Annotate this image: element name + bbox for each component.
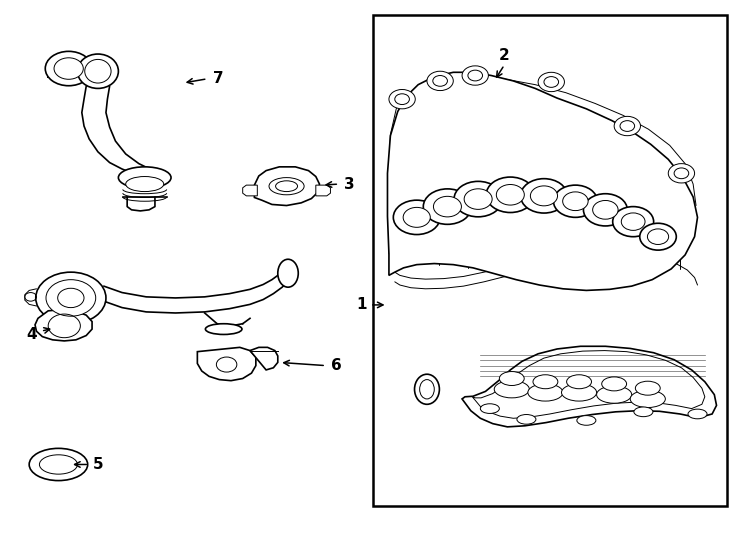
Text: 6: 6: [331, 358, 341, 373]
Ellipse shape: [275, 181, 297, 192]
Ellipse shape: [277, 259, 298, 287]
Ellipse shape: [415, 374, 440, 404]
Ellipse shape: [577, 416, 596, 426]
Circle shape: [462, 66, 488, 85]
Ellipse shape: [40, 455, 77, 474]
Ellipse shape: [602, 377, 627, 391]
Circle shape: [427, 71, 454, 91]
Ellipse shape: [562, 384, 597, 401]
Ellipse shape: [420, 380, 435, 399]
Circle shape: [553, 185, 597, 218]
Ellipse shape: [118, 167, 171, 188]
Circle shape: [464, 189, 492, 210]
Ellipse shape: [636, 381, 660, 395]
Circle shape: [613, 207, 654, 237]
Polygon shape: [250, 347, 277, 370]
Ellipse shape: [77, 54, 118, 89]
Text: 7: 7: [213, 71, 223, 86]
Ellipse shape: [499, 372, 524, 386]
Polygon shape: [255, 167, 319, 206]
Text: 3: 3: [344, 177, 355, 192]
Circle shape: [393, 200, 440, 234]
Circle shape: [592, 200, 618, 219]
Ellipse shape: [480, 404, 499, 414]
Ellipse shape: [533, 375, 558, 389]
Circle shape: [520, 179, 567, 213]
Ellipse shape: [126, 177, 164, 192]
Circle shape: [424, 189, 471, 224]
Circle shape: [674, 168, 688, 179]
Polygon shape: [472, 350, 705, 419]
Circle shape: [647, 229, 669, 245]
Ellipse shape: [688, 409, 707, 419]
Circle shape: [54, 58, 83, 79]
Ellipse shape: [494, 381, 529, 398]
Circle shape: [668, 164, 694, 183]
FancyBboxPatch shape: [373, 15, 727, 507]
Ellipse shape: [634, 407, 653, 417]
Ellipse shape: [528, 384, 563, 401]
Polygon shape: [197, 347, 256, 381]
Circle shape: [620, 120, 635, 131]
Polygon shape: [388, 72, 697, 291]
Polygon shape: [35, 310, 92, 341]
Circle shape: [433, 76, 448, 86]
Circle shape: [531, 186, 558, 206]
Circle shape: [538, 72, 564, 92]
Polygon shape: [316, 185, 330, 196]
Circle shape: [434, 197, 462, 217]
Circle shape: [468, 70, 482, 81]
Circle shape: [584, 194, 628, 226]
Ellipse shape: [631, 390, 665, 408]
Text: 2: 2: [499, 48, 510, 63]
Circle shape: [544, 77, 559, 87]
Ellipse shape: [517, 415, 536, 424]
Circle shape: [36, 272, 106, 323]
Circle shape: [454, 181, 502, 217]
Ellipse shape: [269, 178, 304, 195]
Ellipse shape: [29, 448, 87, 481]
Circle shape: [496, 185, 524, 205]
Text: 5: 5: [92, 457, 103, 472]
Circle shape: [46, 51, 92, 86]
Ellipse shape: [84, 59, 111, 83]
Circle shape: [614, 116, 641, 136]
Text: 4: 4: [26, 327, 37, 342]
Circle shape: [563, 192, 588, 211]
Circle shape: [403, 207, 430, 227]
Ellipse shape: [567, 375, 592, 389]
Circle shape: [621, 213, 645, 231]
Polygon shape: [243, 185, 258, 196]
Circle shape: [389, 90, 415, 109]
Circle shape: [640, 223, 676, 250]
Text: 1: 1: [356, 298, 366, 313]
Ellipse shape: [206, 323, 242, 334]
Circle shape: [486, 177, 534, 213]
Circle shape: [46, 280, 95, 316]
Polygon shape: [462, 346, 716, 427]
Ellipse shape: [597, 386, 632, 403]
Circle shape: [395, 94, 410, 105]
